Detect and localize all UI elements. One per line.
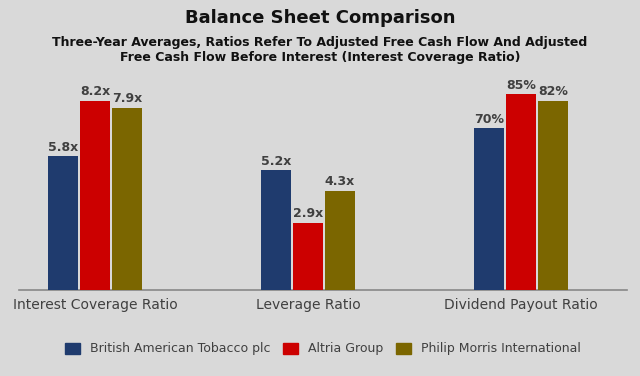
Text: 2.9x: 2.9x xyxy=(293,208,323,220)
Text: 5.2x: 5.2x xyxy=(261,155,291,168)
Bar xyxy=(538,101,568,290)
Text: 5.8x: 5.8x xyxy=(48,141,79,154)
Text: 70%: 70% xyxy=(474,113,504,126)
Bar xyxy=(292,223,323,290)
Bar xyxy=(506,94,536,290)
Text: 82%: 82% xyxy=(538,85,568,99)
Bar xyxy=(324,191,355,290)
Text: Three-Year Averages, Ratios Refer To Adjusted Free Cash Flow And Adjusted
Free C: Three-Year Averages, Ratios Refer To Adj… xyxy=(52,36,588,64)
Bar xyxy=(261,170,291,290)
Text: 4.3x: 4.3x xyxy=(324,175,355,188)
Legend: British American Tobacco plc, Altria Group, Philip Morris International: British American Tobacco plc, Altria Gro… xyxy=(65,343,581,355)
Text: 85%: 85% xyxy=(506,79,536,91)
Text: 7.9x: 7.9x xyxy=(112,92,142,105)
Bar xyxy=(80,101,111,290)
Bar xyxy=(474,128,504,290)
Text: Balance Sheet Comparison: Balance Sheet Comparison xyxy=(185,9,455,27)
Bar xyxy=(48,156,79,290)
Bar xyxy=(112,108,142,290)
Text: 8.2x: 8.2x xyxy=(80,85,110,99)
